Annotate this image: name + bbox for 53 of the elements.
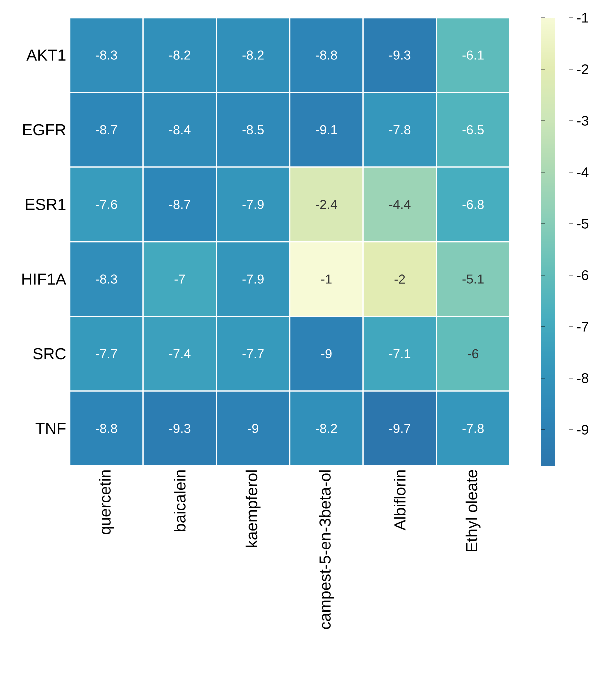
y-tick-label: EGFR <box>24 124 66 136</box>
data-label: -9.3 <box>169 424 191 434</box>
data-label: -7.7 <box>242 350 264 358</box>
data-label: -2 <box>394 274 406 284</box>
color-bar-label: -9 <box>577 424 588 435</box>
data-label: -8.4 <box>169 125 191 135</box>
data-label: -6.5 <box>462 125 484 135</box>
data-label: -2.4 <box>316 200 338 210</box>
color-bar-label: -3 <box>577 116 589 126</box>
y-tick-label: TNF <box>36 423 66 434</box>
data-label: -7.9 <box>242 200 264 210</box>
x-tick-label: quercetin <box>99 470 114 534</box>
data-label: -8.3 <box>96 50 118 60</box>
data-label: -8.8 <box>96 424 118 434</box>
data-label: -6.8 <box>462 200 484 210</box>
x-tick-label: campest-5-en-3beta-ol <box>319 470 334 630</box>
color-bar-label: -7 <box>577 322 588 332</box>
data-label: -9 <box>248 424 258 434</box>
data-label: -9.7 <box>389 424 410 434</box>
data-label: -7.1 <box>389 350 411 358</box>
y-tick-label: SRC <box>34 348 66 360</box>
data-label: -8.2 <box>242 50 264 60</box>
data-label: -8.8 <box>316 50 338 60</box>
color-bar-label: -5 <box>577 219 589 229</box>
x-tick-label: baicalein <box>174 470 186 532</box>
data-label: -8.7 <box>169 200 190 210</box>
color-bar-label: -2 <box>577 64 588 74</box>
data-label: -7 <box>174 274 186 284</box>
color-bar-label: -8 <box>577 374 589 384</box>
y-tick-label: AKT1 <box>26 50 66 61</box>
y-tick-label: HIF1A <box>22 274 66 285</box>
data-label: -8.3 <box>96 274 118 284</box>
data-label: -1 <box>321 274 332 284</box>
color-bar-label: -6 <box>577 270 589 280</box>
color-bar-label: -4 <box>577 168 589 178</box>
data-label: -6 <box>468 349 479 359</box>
x-tick-label: kaempferol <box>246 470 261 548</box>
data-label: -8.7 <box>96 125 118 135</box>
data-label: -9 <box>321 349 332 359</box>
x-tick-label: Ethyl oleate <box>466 470 481 552</box>
y-tick-label: ESR1 <box>26 199 66 210</box>
data-label: -7.6 <box>96 200 118 210</box>
data-label: -7.4 <box>169 350 191 358</box>
data-label: -8.5 <box>242 125 264 135</box>
data-label: -7.9 <box>242 274 264 284</box>
color-bar-label: -1 <box>577 13 588 23</box>
data-label: -7.8 <box>462 424 484 434</box>
x-tick-label: Albiflorin <box>394 470 406 531</box>
data-label: -8.2 <box>316 424 338 434</box>
data-label: -9.1 <box>316 125 338 135</box>
data-label: -7.7 <box>96 350 118 358</box>
data-label: -7.8 <box>389 125 411 135</box>
data-label: -4.4 <box>389 200 411 210</box>
